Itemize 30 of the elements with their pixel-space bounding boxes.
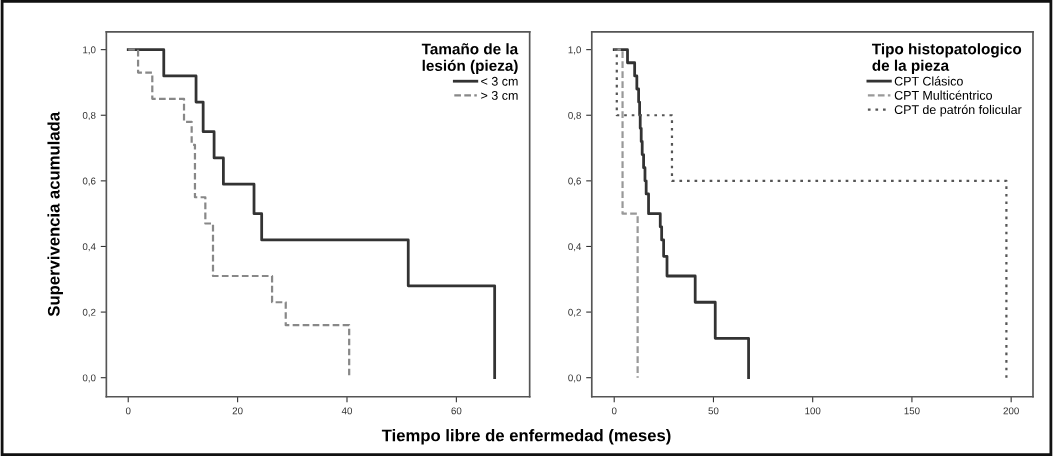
x-tick-label: 60 (451, 407, 462, 415)
x-tick-label: 200 (1003, 407, 1019, 415)
y-tick-label: 0,2 (82, 308, 96, 317)
x-axis-title: Tiempo libre de enfermedad (meses) (381, 429, 671, 445)
legend-label: < 3 cm (481, 76, 518, 86)
y-tick-label: 0,2 (568, 308, 581, 317)
legend-title: Tamaño de la lesión (pieza) (421, 43, 519, 75)
legend-label: CPT Clásico (894, 76, 963, 86)
y-axis-title: Supervivencia acumulada (47, 111, 63, 317)
x-tick-label: 40 (341, 407, 353, 415)
y-tick-label: 0,8 (82, 111, 96, 121)
y-tick-label: 0,0 (82, 374, 96, 383)
y-tick-label: 0,0 (568, 374, 581, 383)
y-tick-label: 1,0 (83, 46, 96, 55)
legend-title: Tipo histopatologico de la pieza (871, 43, 1022, 74)
x-tick-label: 50 (708, 407, 719, 415)
y-tick-label: 1,0 (568, 46, 581, 55)
x-tick-label: 100 (805, 407, 821, 415)
x-tick-label: 20 (232, 407, 243, 415)
legend-label: CPT Multicéntrico (894, 90, 993, 100)
legend-label: CPT de patrón folicular (894, 104, 1022, 117)
x-tick-label: 150 (904, 407, 920, 415)
y-tick-label: 0,8 (568, 111, 581, 121)
y-tick-label: 0,4 (568, 243, 582, 252)
x-tick-label: 0 (125, 407, 131, 415)
legend-label: > 3 cm (481, 91, 518, 100)
y-tick-label: 0,6 (568, 177, 581, 186)
y-tick-label: 0,6 (82, 177, 96, 186)
x-tick-label: 0 (611, 407, 617, 415)
y-tick-label: 0,4 (82, 243, 96, 252)
